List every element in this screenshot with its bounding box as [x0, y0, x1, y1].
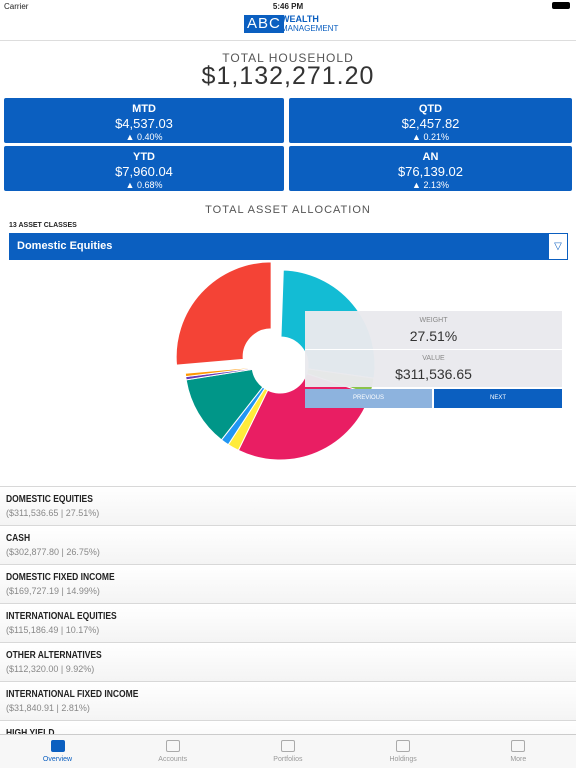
logo: ABC — [244, 15, 284, 33]
battery — [552, 2, 570, 9]
tab-label: More — [510, 756, 527, 763]
carrier: Carrier — [4, 2, 29, 11]
asset-row[interactable]: DOMESTIC EQUITIES ($311,536.65 | 27.51%) — [0, 486, 576, 525]
asset-name: CASH — [6, 533, 31, 544]
donut-slice[interactable] — [184, 366, 253, 378]
asset-dropdown[interactable]: Domestic Equities — [9, 233, 548, 260]
asset-row[interactable]: DOMESTIC FIXED INCOME ($169,727.19 | 14.9… — [0, 564, 576, 603]
asset-name: INTERNATIONAL EQUITIES — [6, 611, 117, 622]
asset-name: OTHER ALTERNATIVES — [6, 650, 102, 661]
tab-icon — [396, 740, 411, 752]
tab-label: Accounts — [158, 756, 188, 763]
summary-card[interactable]: YTD $7,960.04 ▲ 0.68% — [4, 146, 284, 191]
previous-button[interactable]: PREVIOUS — [305, 389, 432, 408]
summary-card[interactable]: QTD $2,457.82 ▲ 0.21% — [289, 98, 572, 143]
total-label: TOTAL HOUSEHOLD — [222, 51, 354, 65]
asset-row[interactable]: OTHER ALTERNATIVES ($112,320.00 | 9.92%) — [0, 642, 576, 681]
asset-detail: ($115,186.49 | 10.17%) — [6, 625, 100, 635]
next-button[interactable]: NEXT — [434, 389, 562, 408]
logo-text-2: MANAGEMENT — [281, 24, 339, 33]
asset-row[interactable]: CASH ($302,877.80 | 26.75%) — [0, 525, 576, 564]
card-change: ▲ 0.40% — [125, 132, 163, 142]
tab-label: Holdings — [389, 756, 417, 763]
tab-label: Portfolios — [273, 756, 303, 763]
card-label: MTD — [132, 103, 156, 115]
asset-name: DOMESTIC FIXED INCOME — [6, 572, 115, 583]
donut-slice[interactable] — [175, 262, 272, 366]
summary-card[interactable]: MTD $4,537.03 ▲ 0.40% — [4, 98, 284, 143]
weight-value: 27.51% — [409, 328, 458, 344]
card-label: QTD — [418, 103, 443, 115]
total-value: $1,132,271.20 — [201, 62, 375, 90]
tab-icon — [50, 740, 65, 752]
tab-icon — [165, 740, 180, 752]
tab-icon — [280, 740, 295, 752]
asset-detail: ($112,320.00 | 9.92%) — [6, 664, 95, 674]
card-value: $2,457.82 — [401, 116, 460, 131]
asset-detail: ($31,840.91 | 2.81%) — [6, 703, 90, 713]
allocation-title: TOTAL ASSET ALLOCATION — [205, 204, 371, 216]
tab-item[interactable]: Overview — [0, 735, 115, 763]
divider — [0, 40, 576, 41]
value-value: $311,536.65 — [395, 366, 472, 382]
card-value: $76,139.02 — [397, 164, 464, 179]
asset-row[interactable]: INTERNATIONAL EQUITIES ($115,186.49 | 10.… — [0, 603, 576, 642]
tab-item[interactable]: Portfolios — [230, 735, 345, 763]
summary-card[interactable]: AN $76,139.02 ▲ 2.13% — [289, 146, 572, 191]
value-label: VALUE — [422, 355, 445, 362]
asset-name: HIGH YIELD — [6, 728, 54, 739]
tab-label: Overview — [42, 756, 73, 763]
weight-label: WEIGHT — [419, 317, 448, 324]
asset-detail: ($302,877.80 | 26.75%) — [6, 547, 100, 557]
tab-item[interactable]: Holdings — [346, 735, 461, 763]
tab-item[interactable]: More — [461, 735, 576, 763]
asset-row[interactable]: INTERNATIONAL FIXED INCOME ($31,840.91 | … — [0, 681, 576, 720]
card-change: ▲ 0.21% — [412, 132, 449, 142]
asset-detail: ($311,536.65 | 27.51%) — [6, 508, 100, 518]
card-label: AN — [422, 151, 439, 163]
card-value: $4,537.03 — [115, 116, 173, 131]
card-change: ▲ 2.13% — [412, 180, 449, 190]
asset-count: 13 ASSET CLASSES — [9, 222, 77, 229]
tooltip-divider — [305, 349, 562, 350]
logo-text-1: WEALTH — [281, 14, 319, 24]
asset-detail: ($169,727.19 | 14.99%) — [6, 586, 100, 596]
card-value: $7,960.04 — [115, 164, 173, 179]
tab-item[interactable]: Accounts — [115, 735, 230, 763]
asset-name: INTERNATIONAL FIXED INCOME — [6, 689, 139, 700]
clock: 5:46 PM — [272, 2, 304, 11]
dropdown-toggle[interactable]: ▽ — [548, 233, 568, 260]
tab-icon — [511, 740, 526, 752]
card-label: YTD — [133, 151, 155, 163]
asset-name: DOMESTIC EQUITIES — [6, 494, 93, 505]
card-change: ▲ 0.68% — [125, 180, 163, 190]
